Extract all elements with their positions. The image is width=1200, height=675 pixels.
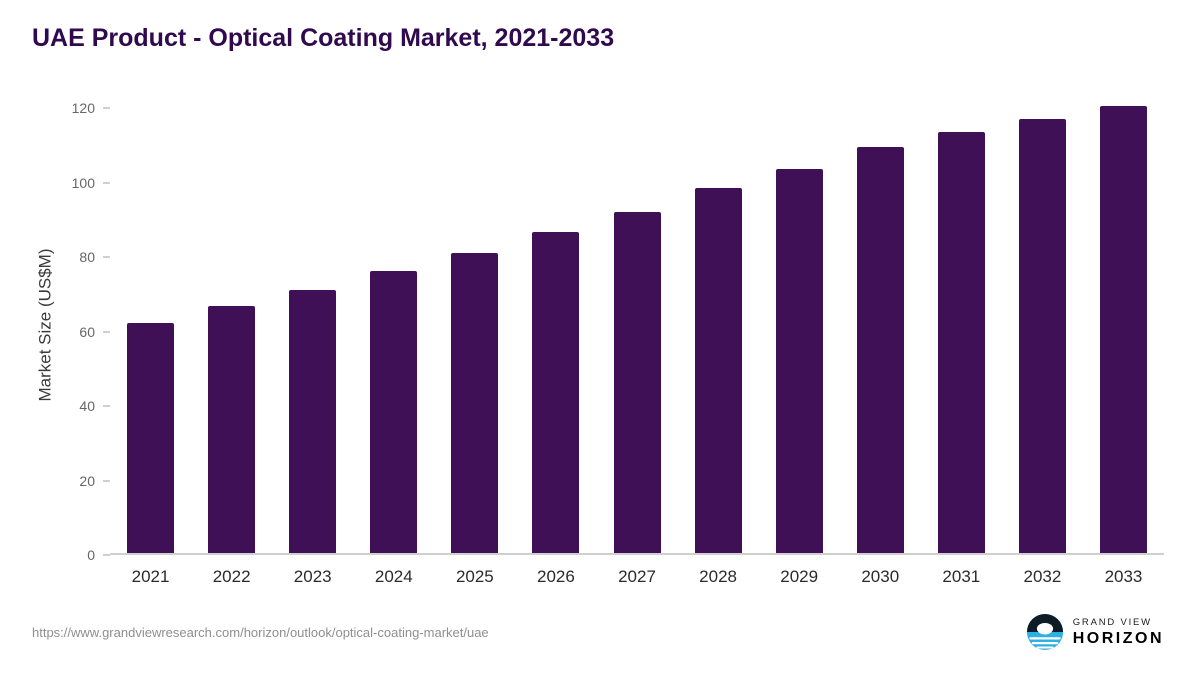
bar-2027[interactable] [613,211,661,553]
y-tick-mark [103,330,110,333]
bar-column [353,95,434,553]
bar-2026[interactable] [532,232,580,553]
plot-area [110,95,1164,555]
x-tick-label: 2025 [455,567,494,586]
bar-column [434,95,515,553]
x-tick-label: 2027 [618,567,656,586]
x-tick-label: 2032 [1023,567,1062,586]
y-tick-mark [103,107,110,110]
y-axis-title: Market Size (US$M) [32,95,60,555]
bar-2028[interactable] [694,187,742,553]
x-axis-labels: 2021 2022 2023 2024 2025 2026 2027 2028 2029 2030… [110,555,1164,587]
logo-stripe [1029,637,1061,640]
bar-column [515,95,596,553]
y-tick-label: 120 [71,100,95,117]
logo-stripe [1036,646,1054,649]
x-tick-label: 2029 [780,567,819,586]
horizon-logo-icon [1026,613,1063,651]
logo-text-grand-view: GRAND VIEW [1072,616,1152,628]
bar-column [1002,95,1083,553]
y-tick-label: 20 [79,472,95,489]
y-tick-label: 0 [87,547,95,563]
x-tick-label: 2030 [861,567,900,586]
bar-column [110,95,191,553]
logo-stripe [1031,641,1059,645]
bar-column [921,95,1002,553]
source-url[interactable]: https://www.grandviewresearch.com/horizo… [32,624,489,640]
bar-column [759,95,840,553]
x-tick-label: 2033 [1104,567,1143,586]
x-tick-label: 2031 [942,567,981,586]
bar-column [678,95,759,553]
bar-2032[interactable] [1018,119,1066,553]
y-tick-label: 60 [79,323,95,340]
x-tick-label: 2026 [537,567,575,586]
y-tick-label: 80 [79,249,95,266]
bar-2031[interactable] [937,132,985,553]
bar-2025[interactable] [451,252,499,553]
bar-2030[interactable] [856,146,904,553]
logo-dark-half [1026,613,1063,632]
y-tick-mark [103,479,110,482]
bar-column [840,95,921,553]
x-tick-label: 2021 [131,567,170,586]
bar-2022[interactable] [208,306,256,553]
plot-column: 2021 2022 2023 2024 2025 2026 2027 2028 2029 2030… [110,95,1164,587]
bar-column [1083,95,1164,553]
x-tick-label: 2023 [293,567,332,586]
x-tick-label: 2022 [212,567,251,586]
chart-area: Market Size (US$M) 0 20 40 60 80 100 120 2021 2… [0,95,1200,587]
y-axis-ticks: 0 20 40 60 80 100 120 [60,95,110,563]
logo-text: GRAND VIEW HORIZON [1073,617,1164,648]
y-axis-title-text: Market Size (US$M) [36,248,55,402]
y-tick-mark [103,405,110,408]
bar-column [272,95,353,553]
bar-column [596,95,677,553]
chart-title: UAE Product - Optical Coating Market, 20… [32,24,615,52]
brand-logo: GRAND VIEW HORIZON [1026,613,1164,651]
x-tick-label: 2028 [699,567,737,586]
bar-2024[interactable] [370,271,418,553]
y-tick-mark [103,256,110,259]
bar-2021[interactable] [127,323,175,553]
y-tick-label: 100 [71,174,95,191]
logo-sun [1036,622,1053,635]
y-tick-label: 40 [79,398,95,415]
bar-2029[interactable] [775,169,823,553]
y-tick-mark [103,181,110,184]
y-tick-mark [103,554,110,556]
footer: https://www.grandviewresearch.com/horizo… [0,613,1200,651]
bar-2023[interactable] [289,289,337,553]
logo-text-horizon: HORIZON [1072,629,1164,647]
bar-2033[interactable] [1099,106,1147,553]
x-tick-label: 2024 [374,567,413,586]
bar-column [191,95,272,553]
